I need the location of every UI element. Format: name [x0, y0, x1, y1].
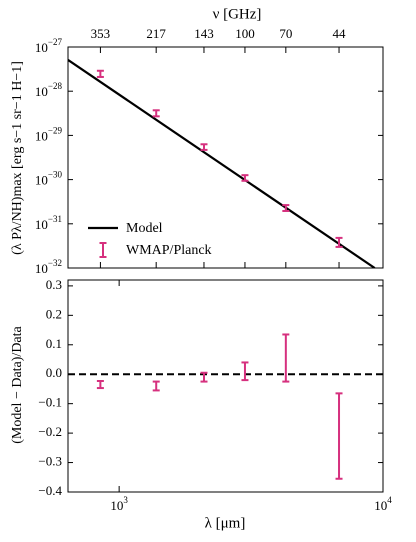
- tick-exponent: −27: [48, 37, 63, 47]
- tick-label: 10−28: [35, 81, 63, 99]
- tick-base: 10: [35, 84, 48, 99]
- top-axis-label: ν [GHz]: [213, 6, 262, 22]
- tick-label: 0.1: [46, 336, 62, 351]
- tick-label: 10−29: [35, 125, 63, 143]
- model-line: [68, 59, 376, 268]
- tick-base: 10: [35, 217, 48, 232]
- tick-label: 217: [146, 26, 166, 41]
- tick-exponent: −30: [48, 170, 63, 180]
- tick-label: 103: [110, 495, 128, 513]
- tick-label: 0.0: [46, 365, 62, 380]
- legend-label: WMAP/Planck: [126, 243, 212, 258]
- tick-exponent: −29: [48, 125, 63, 135]
- tick-base: 10: [35, 40, 48, 55]
- tick-label: 100: [235, 26, 255, 41]
- tick-label: 143: [194, 26, 214, 41]
- plot-frame: [67, 46, 384, 269]
- tick-exponent: 4: [387, 495, 392, 505]
- tick-label: 353: [91, 26, 111, 41]
- x-axis-label: λ [μm]: [205, 515, 246, 531]
- tick-label: −0.2: [38, 424, 62, 439]
- plot-frame: [67, 279, 384, 493]
- tick-exponent: 3: [123, 495, 128, 505]
- tick-label: −0.4: [38, 483, 62, 498]
- y-axis-label: (λ Pλ/NH)max [erg s−1 sr−1 H−1]: [10, 61, 25, 255]
- tick-label: −0.1: [38, 395, 62, 410]
- tick-label: 10−32: [35, 258, 62, 276]
- tick-exponent: −28: [48, 81, 63, 91]
- tick-label: 0.2: [46, 306, 62, 321]
- tick-label: −0.3: [38, 454, 62, 469]
- tick-exponent: −32: [48, 258, 62, 268]
- tick-label: 44: [333, 26, 347, 41]
- tick-base: 10: [35, 128, 48, 143]
- tick-exponent: −31: [48, 214, 62, 224]
- tick-label: 0.3: [46, 277, 62, 292]
- tick-base: 10: [374, 498, 387, 513]
- tick-label: 104: [374, 495, 392, 513]
- tick-base: 10: [35, 173, 48, 188]
- y-axis-label: (Model − Data)/Data: [10, 325, 25, 443]
- legend-label: Model: [126, 221, 163, 236]
- tick-base: 10: [110, 498, 123, 513]
- tick-label: 10−27: [35, 37, 63, 55]
- tick-label: 10−30: [35, 170, 63, 188]
- tick-label: 10−31: [35, 214, 62, 232]
- tick-label: 70: [279, 26, 292, 41]
- tick-base: 10: [35, 261, 48, 276]
